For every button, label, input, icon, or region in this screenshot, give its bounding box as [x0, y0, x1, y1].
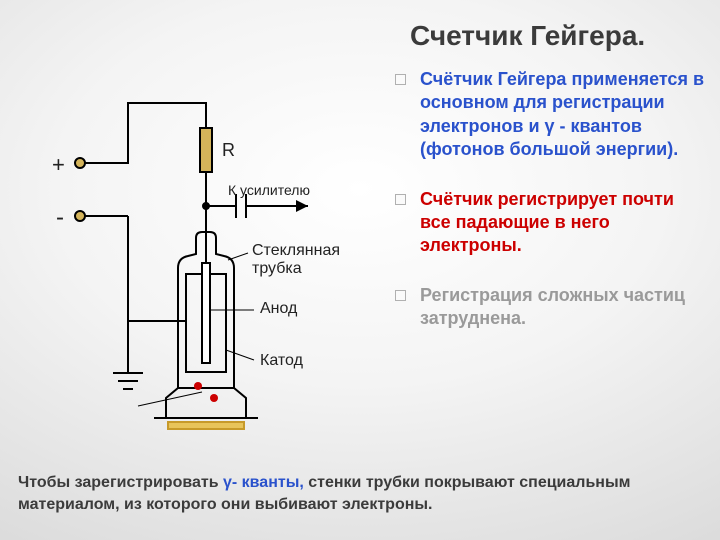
bottom-highlight: γ- кванты, [223, 474, 304, 491]
bottom-note: Чтобы зарегистрировать γ- кванты, стенки… [18, 472, 702, 515]
bottom-prefix: Чтобы зарегистрировать [18, 474, 223, 491]
label-to-amp: К усилителю [228, 182, 310, 198]
bullet-square-icon [395, 74, 406, 85]
bullet-list: Счётчик Гейгера применяется в основном д… [395, 68, 705, 357]
label-plus: + [52, 152, 65, 178]
list-item: Регистрация сложных частиц затруднена. [395, 284, 705, 331]
label-R: R [222, 140, 235, 161]
geiger-diagram: + - R К усилителю Стеклянная трубка Анод… [18, 88, 378, 458]
bullet-square-icon [395, 194, 406, 205]
list-item: Счётчик Гейгера применяется в основном д… [395, 68, 705, 162]
label-tube: Стеклянная трубка [252, 242, 378, 278]
label-anode: Анод [260, 300, 297, 318]
list-item: Счётчик регистрирует почти все падающие … [395, 188, 705, 258]
bullet-text: Счётчик Гейгера применяется в основном д… [420, 68, 705, 162]
bullet-square-icon [395, 290, 406, 301]
label-minus: - [56, 204, 64, 232]
bullet-text: Счётчик регистрирует почти все падающие … [420, 188, 705, 258]
bullet-text: Регистрация сложных частиц затруднена. [420, 284, 705, 331]
page-title: Счетчик Гейгера. [410, 20, 645, 52]
label-cathode: Катод [260, 352, 303, 370]
